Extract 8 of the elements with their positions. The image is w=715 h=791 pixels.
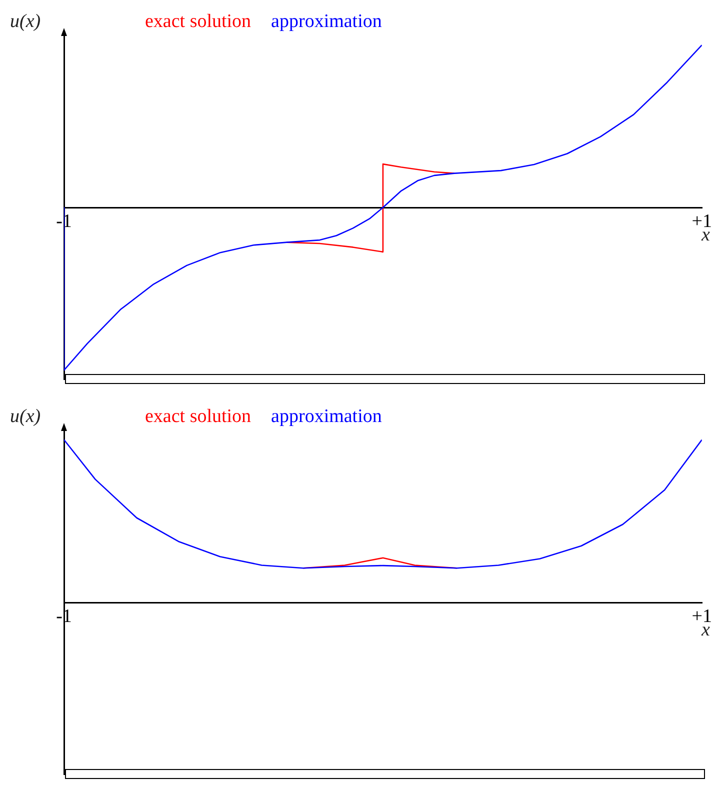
x-tick-label: +1 [692,606,712,627]
text: approximation [271,11,382,32]
text: exact solution [145,406,252,427]
text: exact solution [145,11,252,32]
x-tick-label: +1 [692,210,712,232]
y-axis-title: u(x) [10,11,41,32]
text: approximation [271,406,382,427]
y-axis-title: u(x) [10,406,41,427]
